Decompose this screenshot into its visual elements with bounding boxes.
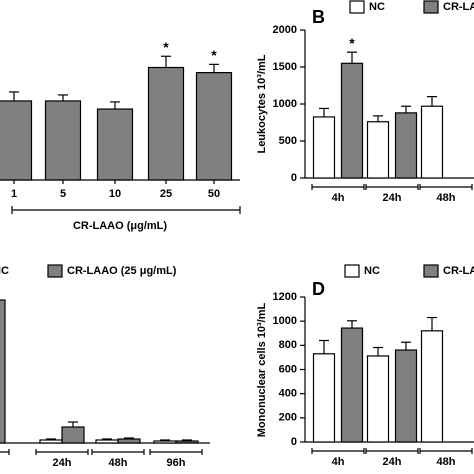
bar — [96, 108, 134, 181]
x-tick-label: 5 — [60, 188, 66, 200]
x-tick-label: 10 — [109, 188, 121, 200]
legend-label: CR-LAAO — [443, 265, 474, 277]
bar — [0, 299, 6, 444]
y-axis-label: Leukocytes 10³/mL — [256, 54, 268, 153]
bar — [44, 100, 82, 181]
x-axis-label: CR-LAAO (μg/mL) — [73, 220, 167, 232]
bar — [340, 327, 364, 443]
bar — [366, 355, 390, 443]
x-tick-label: 4h — [332, 456, 345, 468]
y-tick-label: 1000 — [273, 98, 297, 110]
legend-label: CR-LAAO — [443, 1, 474, 13]
legend-swatch — [423, 264, 439, 278]
y-tick-label: 1000 — [273, 315, 297, 327]
x-tick-label: 24h — [383, 192, 402, 204]
y-tick-label: 200 — [279, 412, 297, 424]
x-tick-label: 1 — [11, 188, 17, 200]
y-tick-label: 400 — [279, 388, 297, 400]
bar — [195, 71, 233, 181]
y-tick-label: 0 — [291, 436, 297, 448]
x-tick-label: 48h — [109, 457, 128, 469]
bar — [312, 353, 336, 443]
x-tick-label: 48h — [437, 456, 456, 468]
x-tick-label: 96h — [167, 457, 186, 469]
significance-mark: * — [349, 35, 355, 51]
x-tick-label: 24h — [53, 457, 72, 469]
panel-label: B — [312, 7, 325, 27]
legend-label: CR-LAAO (25 μg/mL) — [67, 265, 177, 277]
bar — [420, 105, 444, 179]
y-tick-label: 800 — [279, 339, 297, 351]
bar — [39, 439, 63, 444]
bar — [61, 426, 85, 444]
bar — [117, 438, 141, 444]
y-tick-label: 2000 — [273, 24, 297, 36]
bar — [147, 66, 185, 181]
panel-label: D — [312, 279, 325, 299]
legend-label: NC — [369, 1, 385, 13]
x-tick-label: 24h — [383, 456, 402, 468]
x-tick-label: 4h — [332, 192, 345, 204]
significance-mark: * — [163, 39, 169, 55]
legend-swatch — [349, 0, 365, 14]
legend-label: NC — [0, 265, 9, 277]
legend-swatch — [47, 264, 63, 278]
bar — [175, 440, 199, 444]
y-tick-label: 0 — [291, 172, 297, 184]
legend-swatch — [344, 264, 360, 278]
y-tick-label: 1200 — [273, 291, 297, 303]
bar — [153, 440, 177, 444]
significance-mark: * — [211, 47, 217, 63]
bar — [420, 330, 444, 443]
x-tick-label: 48h — [437, 192, 456, 204]
bar — [95, 439, 119, 444]
y-tick-label: 500 — [279, 135, 297, 147]
bar — [366, 121, 390, 179]
y-tick-label: 1500 — [273, 61, 297, 73]
y-tick-label: 600 — [279, 363, 297, 375]
bar — [312, 116, 336, 179]
legend-label: NC — [364, 265, 380, 277]
bar — [0, 100, 33, 181]
bar — [394, 112, 418, 179]
x-tick-label: 50 — [208, 188, 220, 200]
bar — [394, 349, 418, 443]
y-axis-label: Mononuclear cells 10³/mL — [256, 302, 268, 437]
x-tick-label: 25 — [160, 188, 172, 200]
legend-swatch — [423, 0, 439, 14]
bar — [340, 62, 364, 179]
